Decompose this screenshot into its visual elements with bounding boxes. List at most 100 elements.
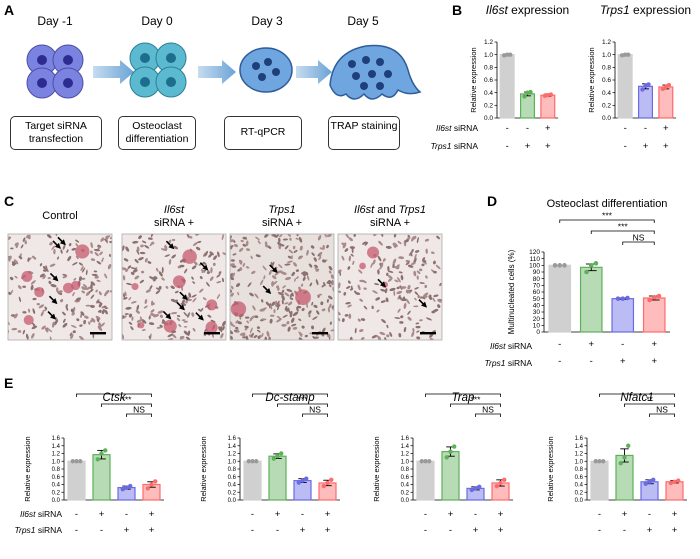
cell-speck <box>359 298 364 302</box>
cell-speck <box>234 243 238 248</box>
cell-speck <box>249 327 253 334</box>
cell-speck <box>397 240 402 245</box>
cell-speck <box>268 336 271 340</box>
cell-speck <box>236 328 239 333</box>
cell-speck <box>288 309 291 314</box>
cell-speck <box>346 285 351 289</box>
data-point <box>74 459 79 464</box>
y-tick-label: 0.6 <box>602 77 611 84</box>
cell-speck <box>192 281 196 284</box>
cell-speck <box>138 235 142 239</box>
cell-speck <box>238 247 244 252</box>
data-point <box>78 459 83 464</box>
cell-speck <box>183 330 189 336</box>
cell-speck <box>170 298 177 303</box>
data-point <box>128 483 133 489</box>
cell-speck <box>362 241 367 245</box>
cell-speck <box>282 238 288 241</box>
cell-speck <box>191 265 197 270</box>
cell-speck <box>192 297 197 303</box>
y-tick-label: 0.0 <box>575 498 584 504</box>
siRNA-sign: + <box>448 509 454 520</box>
osteoclast-spot <box>206 299 218 311</box>
siRNA-sign: + <box>149 525 155 536</box>
cell-speck <box>98 291 102 296</box>
gene-name: Trps1 <box>14 525 35 535</box>
cell-speck <box>90 294 95 299</box>
cell-speck <box>176 317 181 322</box>
cell-speck <box>104 238 108 243</box>
cell-speck <box>310 245 315 249</box>
cell-speck <box>141 240 147 244</box>
significance-label: * <box>635 390 639 395</box>
siRNA-row-label: Il6st siRNA <box>436 123 478 133</box>
siRNA-sign: + <box>545 141 551 152</box>
cell-speck <box>85 304 91 307</box>
y-tick-label: 0.0 <box>52 498 61 504</box>
cell-speck <box>156 287 160 291</box>
cell-speck <box>347 266 351 270</box>
panel-label-c: C <box>4 193 15 209</box>
data-point <box>622 52 628 57</box>
siRNA-row-label: Trps1 siRNA <box>430 141 478 151</box>
cell-speck <box>230 259 235 262</box>
significance-label: NS <box>309 405 321 415</box>
cell-speck <box>60 249 63 254</box>
cell-speck <box>130 271 135 275</box>
cell-speck <box>134 275 140 280</box>
cell-speck <box>348 313 352 319</box>
cell-speck <box>213 255 218 261</box>
chart-osteoclast-differentiation: Osteoclast differentiation 01020304050607… <box>507 198 670 336</box>
cell-speck <box>222 320 226 327</box>
cell-speck <box>221 234 224 241</box>
cell-speck <box>292 326 298 330</box>
data-point <box>548 92 554 97</box>
cell-speck <box>298 318 302 321</box>
cell-speck <box>288 249 294 254</box>
day-label-1: Day -1 <box>37 14 73 28</box>
cell-speck <box>353 234 356 237</box>
cell-speck <box>349 336 353 340</box>
siRNA-sign: - <box>644 123 647 134</box>
cell-speck <box>170 312 178 315</box>
y-tick-label: 0.2 <box>401 490 410 496</box>
cell-speck <box>328 280 332 284</box>
cell-speck <box>386 334 390 338</box>
y-tick-label: 100 <box>529 263 540 270</box>
cell-speck <box>433 270 437 274</box>
siRNA-sign: - <box>598 509 601 520</box>
cell-speck <box>44 306 48 310</box>
cell-speck <box>31 333 35 339</box>
significance-bracket <box>622 241 655 245</box>
cell-speck <box>62 322 68 328</box>
cell-speck <box>263 275 266 280</box>
data-point <box>149 482 154 487</box>
cell-speck <box>161 277 165 281</box>
cell-speck <box>276 285 280 290</box>
cell-speck <box>28 308 31 313</box>
cell-speck <box>144 299 148 304</box>
bar <box>441 450 460 501</box>
y-tick-label: 0.0 <box>228 498 237 504</box>
osteoclast-spot <box>138 322 145 329</box>
cell-speck <box>251 270 256 275</box>
cell-speck <box>17 285 22 290</box>
cell-speck <box>324 234 327 238</box>
cell-speck <box>386 272 389 276</box>
cell-speck <box>292 245 296 250</box>
cell-speck <box>306 249 309 256</box>
siRNA-sign: - <box>506 141 509 152</box>
cell-speck <box>148 335 151 340</box>
data-point <box>427 459 432 464</box>
cell-speck <box>350 253 354 257</box>
step-box-rtqpcr: RT-qPCR <box>224 116 302 150</box>
cell-speck <box>207 314 212 318</box>
data-point <box>103 448 108 453</box>
cell-speck <box>85 269 88 276</box>
data-point <box>676 478 681 483</box>
data-point <box>473 486 478 491</box>
cell-speck <box>274 271 280 276</box>
cell-speck <box>415 322 420 325</box>
siRNA-sign: + <box>124 525 130 536</box>
y-tick-label: 0.2 <box>228 490 237 496</box>
